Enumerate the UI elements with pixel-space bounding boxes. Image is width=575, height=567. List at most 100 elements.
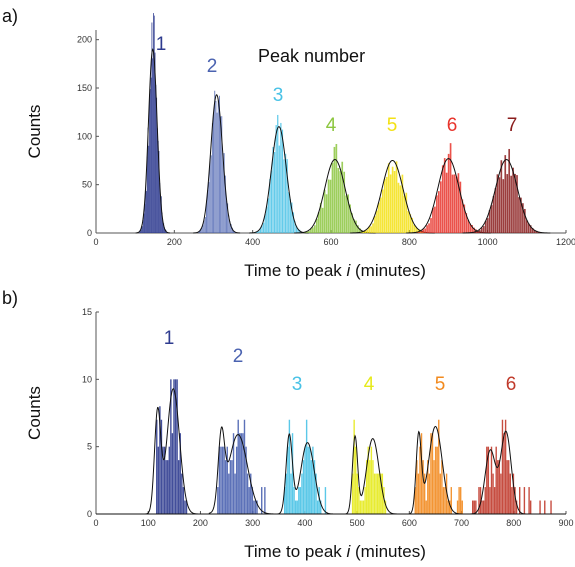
histogram-bar xyxy=(415,226,417,233)
histogram-bar xyxy=(544,500,546,514)
histogram-bar xyxy=(518,197,520,233)
histogram-bar xyxy=(246,473,249,514)
histogram-bar xyxy=(320,500,322,514)
histogram-bar xyxy=(242,433,244,514)
histogram-bar xyxy=(224,175,226,233)
histogram-bar xyxy=(142,220,144,233)
histogram-bar xyxy=(222,153,224,233)
histogram-bar xyxy=(391,166,394,233)
histogram-bar xyxy=(458,487,460,514)
histogram-bar xyxy=(157,140,159,233)
histogram-bar xyxy=(475,231,477,233)
x-tick-label: 600 xyxy=(402,518,417,528)
histogram-bar xyxy=(349,204,351,233)
peak-number-label: 3 xyxy=(273,85,284,106)
histogram-bar xyxy=(395,161,398,233)
series-3 xyxy=(249,114,309,234)
histogram-bar xyxy=(496,174,499,233)
peak-number-label: 5 xyxy=(387,115,398,136)
histogram-bar xyxy=(223,446,225,514)
histogram-bar xyxy=(160,419,163,514)
histogram-bar xyxy=(155,84,157,233)
histogram-bar xyxy=(207,190,209,233)
histogram-bar xyxy=(202,224,204,233)
peak-number-label: 1 xyxy=(156,34,167,55)
histogram-bar xyxy=(409,214,412,233)
histogram-bar xyxy=(482,226,485,233)
histogram-bar xyxy=(428,473,431,514)
histogram-bar xyxy=(364,230,367,233)
histogram-bar xyxy=(515,500,518,514)
histogram-bar xyxy=(201,227,203,233)
histogram-bar xyxy=(358,487,360,514)
histogram-bar xyxy=(353,219,355,233)
histogram-bar xyxy=(520,197,522,233)
histogram-bar xyxy=(351,213,353,233)
histogram-bar xyxy=(310,460,313,514)
y-tick-label: 10 xyxy=(82,374,92,384)
histogram-bar xyxy=(376,210,378,233)
fit-curve xyxy=(294,159,376,234)
histogram-bar xyxy=(145,191,147,233)
histogram-bar xyxy=(288,192,290,233)
histogram-bar xyxy=(405,192,408,233)
histogram-bar xyxy=(339,171,342,233)
histogram-bar xyxy=(203,220,205,233)
peak-number-label: 3 xyxy=(292,374,303,395)
histogram-bar xyxy=(139,231,141,233)
histogram-bar xyxy=(378,473,380,514)
histogram-bar xyxy=(508,460,510,514)
x-tick-label: 0 xyxy=(93,237,98,247)
histogram-bar xyxy=(224,460,227,514)
histogram-bar xyxy=(156,128,158,233)
x-tick-label: 400 xyxy=(245,237,260,247)
histogram-bar xyxy=(419,446,421,514)
histogram-bar xyxy=(235,446,238,514)
y-tick-label: 50 xyxy=(82,180,92,190)
peak-number-label: 2 xyxy=(207,56,218,77)
histogram-bar xyxy=(323,189,326,233)
histogram-bar xyxy=(478,487,480,514)
histogram-bar xyxy=(497,460,499,514)
histogram-bar xyxy=(218,95,220,233)
histogram-bar xyxy=(250,473,252,514)
histogram-bar xyxy=(281,129,284,233)
histogram-bar xyxy=(248,487,250,514)
histogram-bar xyxy=(461,500,463,514)
histogram-bar xyxy=(216,112,218,233)
histogram-bar xyxy=(347,194,349,233)
histogram-bar xyxy=(445,172,448,233)
histogram-bar xyxy=(228,215,230,233)
histogram-bar xyxy=(267,198,269,233)
histogram-bar xyxy=(359,500,362,514)
series-1 xyxy=(135,13,171,234)
histogram-bar xyxy=(362,500,365,514)
histogram-bar xyxy=(427,460,429,514)
histogram-bar xyxy=(500,473,502,514)
histogram-bar xyxy=(503,433,505,514)
histogram-bar xyxy=(304,446,306,514)
histogram-bar xyxy=(312,446,314,514)
histogram-bar xyxy=(304,232,306,233)
histogram-bar xyxy=(230,224,232,233)
panel-b-label: b) xyxy=(2,288,18,308)
histogram-bar xyxy=(441,460,443,514)
histogram-bar xyxy=(341,161,344,233)
histogram-bar xyxy=(433,460,435,514)
series-7 xyxy=(462,148,551,234)
histogram-bar xyxy=(294,500,297,514)
histogram-bar xyxy=(176,379,178,514)
histogram-bar xyxy=(459,181,462,233)
peak-number-label: 4 xyxy=(326,115,337,136)
peak-number-label: 6 xyxy=(447,115,458,136)
histogram-bar xyxy=(369,460,371,514)
fit-curve xyxy=(344,434,398,515)
histogram-bar xyxy=(327,179,330,233)
histogram-bar xyxy=(329,179,332,233)
histogram-bar xyxy=(447,500,449,514)
histogram-bar xyxy=(484,220,487,233)
histogram-bar xyxy=(310,228,312,233)
histogram-bar xyxy=(411,217,414,233)
histogram-bar xyxy=(407,211,410,233)
x-tick-label: 200 xyxy=(167,237,182,247)
